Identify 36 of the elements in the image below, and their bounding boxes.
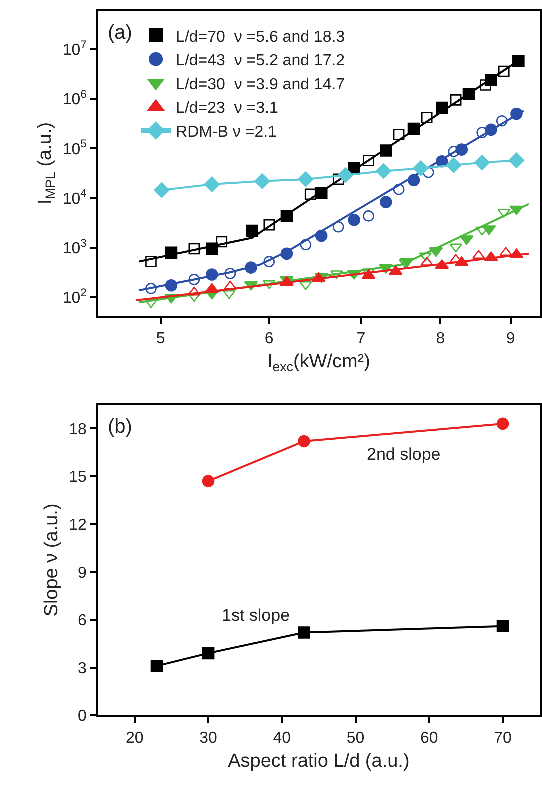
x-tick-label: 5 [156,330,166,348]
y-tick-label: 12 [69,516,88,534]
x-axis-title: I$_{exc}$(kW/cm²) [267,352,370,375]
y-tick-label: 9 [78,564,87,582]
y-tick-label: 10$^{6}$ [62,88,87,109]
y-axis-title: Slope ν (a.u.) [41,504,62,617]
legend-label: L/d=30 ν =3.9 and 14.7 [176,76,346,94]
x-tick-label: 6 [264,330,274,348]
y-tick-label: 10$^{4}$ [62,188,87,208]
legend-label: L/d=23 ν =3.1 [176,100,278,118]
x-axis-title: Aspect ratio L/d (a.u.) [228,751,410,772]
annotation: (b) [108,416,132,438]
y-tick-label: 10$^{5}$ [62,138,87,158]
x-tick-label: 50 [346,730,365,747]
x-tick-label: 7 [356,330,366,348]
legend-label: RDM-B ν =2.1 [176,124,278,141]
x-tick-label: 70 [494,730,512,747]
series-label: 2nd slope [367,445,441,464]
y-tick-label: 6 [78,612,87,630]
y-tick-label: 3 [78,660,87,678]
legend-label: L/d=43 ν =5.2 and 17.2 [176,52,346,70]
annotation: (a) [108,22,132,44]
x-tick-label: 40 [273,730,292,747]
y-tick-label: 0 [78,708,87,726]
x-tick-label: 8 [436,330,446,348]
y-tick-label: 15 [69,469,88,486]
y-tick-label: 10$^{3}$ [62,238,87,258]
y-tick-label: 10$^{2}$ [62,287,87,308]
legend-label: L/d=70 ν =5.6 and 18.3 [176,28,346,46]
x-tick-label: 20 [126,730,144,747]
x-tick-label: 9 [506,330,516,348]
x-tick-label: 30 [200,730,218,747]
x-tick-label: 60 [420,730,438,747]
series-label: 1st slope [222,606,290,625]
y-tick-label: 18 [69,421,88,438]
y-tick-label: 10$^{7}$ [62,39,87,60]
